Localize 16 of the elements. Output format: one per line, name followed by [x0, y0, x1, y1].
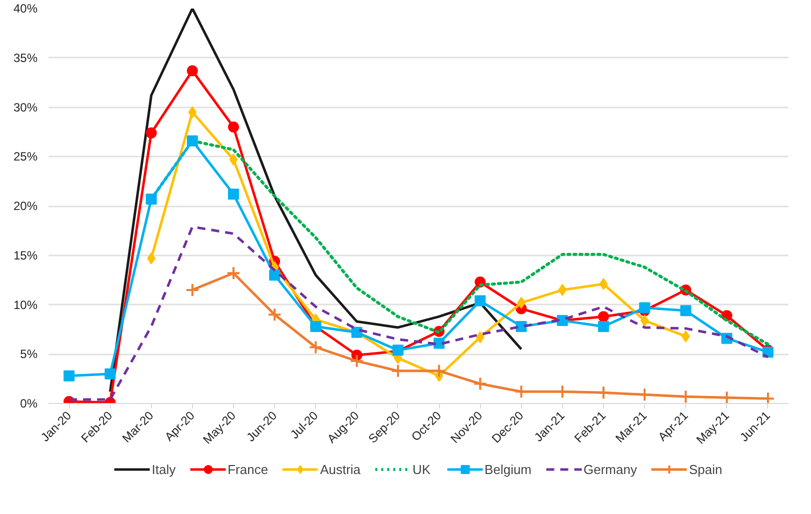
y-tick-label: 25%: [13, 150, 38, 164]
legend-label: Belgium: [484, 462, 532, 476]
legend-label: UK: [412, 462, 432, 476]
y-tick-label: 40%: [13, 2, 38, 16]
y-tick-label: 10%: [13, 298, 38, 312]
y-tick-label: 0%: [20, 396, 38, 410]
y-tick-label: 15%: [13, 248, 38, 262]
legend-label: Italy: [152, 462, 176, 476]
y-tick-label: 30%: [13, 100, 38, 114]
y-tick-label: 5%: [20, 347, 38, 362]
legend-label: Germany: [584, 462, 637, 476]
legend-label: Austria: [320, 462, 361, 476]
y-tick-label: 20%: [13, 199, 38, 213]
legend-label: Spain: [688, 462, 722, 476]
y-tick-label: 35%: [13, 50, 38, 65]
legend-label: France: [228, 462, 268, 476]
